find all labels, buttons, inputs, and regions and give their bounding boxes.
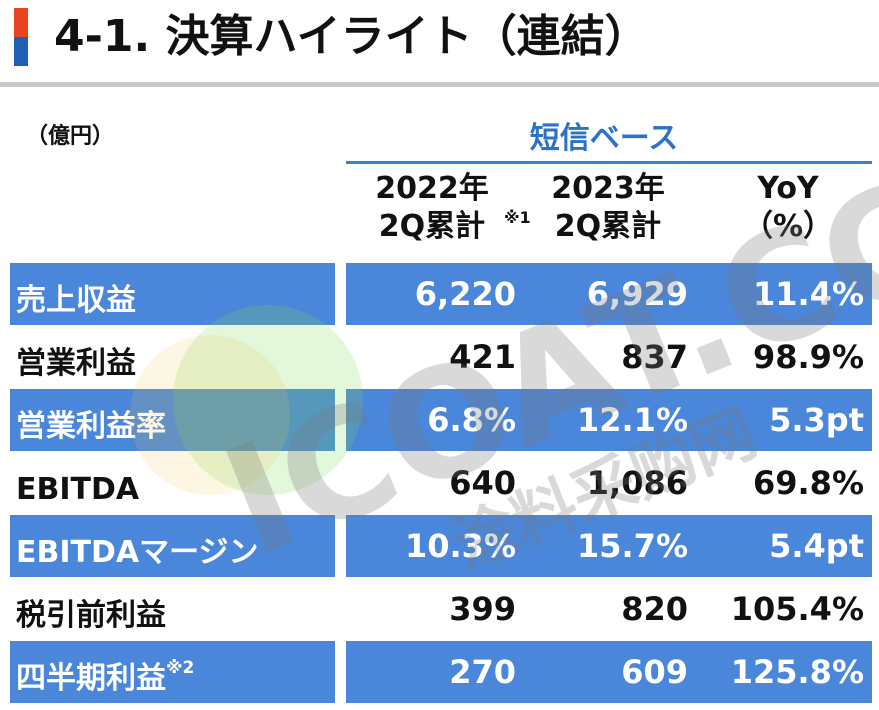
unit-label: （億円） xyxy=(26,124,115,149)
title-bar: 4-1. 決算ハイライト（連結） xyxy=(0,0,879,78)
table-row: 営業利益率 6.8% 12.1% 5.3pt xyxy=(10,389,872,451)
value-yoy: 98.9% xyxy=(752,338,864,376)
value-2022: 399 xyxy=(449,590,516,628)
title-divider xyxy=(0,82,879,87)
value-2022: 421 xyxy=(449,338,516,376)
row-label: EBITDAマージン xyxy=(10,515,335,577)
value-2023: 609 xyxy=(621,653,688,691)
value-2023: 6,929 xyxy=(586,275,688,313)
value-2023: 837 xyxy=(621,338,688,376)
value-yoy: 5.3pt xyxy=(769,401,864,439)
value-yoy: 5.4pt xyxy=(769,527,864,565)
value-2022: 6.8% xyxy=(427,401,516,439)
value-yoy: 11.4% xyxy=(752,275,864,313)
table-row: EBITDA 640 1,086 69.8% xyxy=(10,452,872,514)
table-row: EBITDAマージン 10.3% 15.7% 5.4pt xyxy=(10,515,872,577)
row-label: 四半期利益※2 xyxy=(10,641,335,703)
basis-divider xyxy=(346,161,872,164)
value-2022: 640 xyxy=(449,464,516,502)
page-title: 4-1. 決算ハイライト（連結） xyxy=(54,11,649,62)
column-header-2022: 2022年 2Q累計 xyxy=(375,171,489,244)
table-row: 売上収益 6,220 6,929 11.4% xyxy=(10,263,872,325)
row-label: EBITDA xyxy=(16,472,140,507)
column-header-yoy: YoY （%） xyxy=(742,171,834,244)
title-accent-bar xyxy=(14,8,28,66)
value-2023: 1,086 xyxy=(586,464,688,502)
row-label: 売上収益 xyxy=(10,263,335,325)
value-2023: 12.1% xyxy=(576,401,688,439)
row-label: 税引前利益 xyxy=(16,598,166,633)
value-2022: 270 xyxy=(449,653,516,691)
value-2022: 10.3% xyxy=(404,527,516,565)
table-row: 税引前利益 399 820 105.4% xyxy=(10,578,872,640)
value-2023: 820 xyxy=(621,590,688,628)
table-row: 営業利益 421 837 98.9% xyxy=(10,326,872,388)
column-header-2023: 2023年 2Q累計 xyxy=(551,171,665,244)
value-2023: 15.7% xyxy=(576,527,688,565)
column-note-1: ※1 xyxy=(504,208,531,227)
value-2022: 6,220 xyxy=(414,275,516,313)
value-yoy: 69.8% xyxy=(752,464,864,502)
table-row: 四半期利益※2 270 609 125.8% xyxy=(10,641,872,703)
value-yoy: 125.8% xyxy=(730,653,864,691)
value-yoy: 105.4% xyxy=(730,590,864,628)
row-label: 営業利益率 xyxy=(10,389,335,451)
basis-label: 短信ベース xyxy=(529,121,679,156)
row-label: 営業利益 xyxy=(16,346,136,381)
